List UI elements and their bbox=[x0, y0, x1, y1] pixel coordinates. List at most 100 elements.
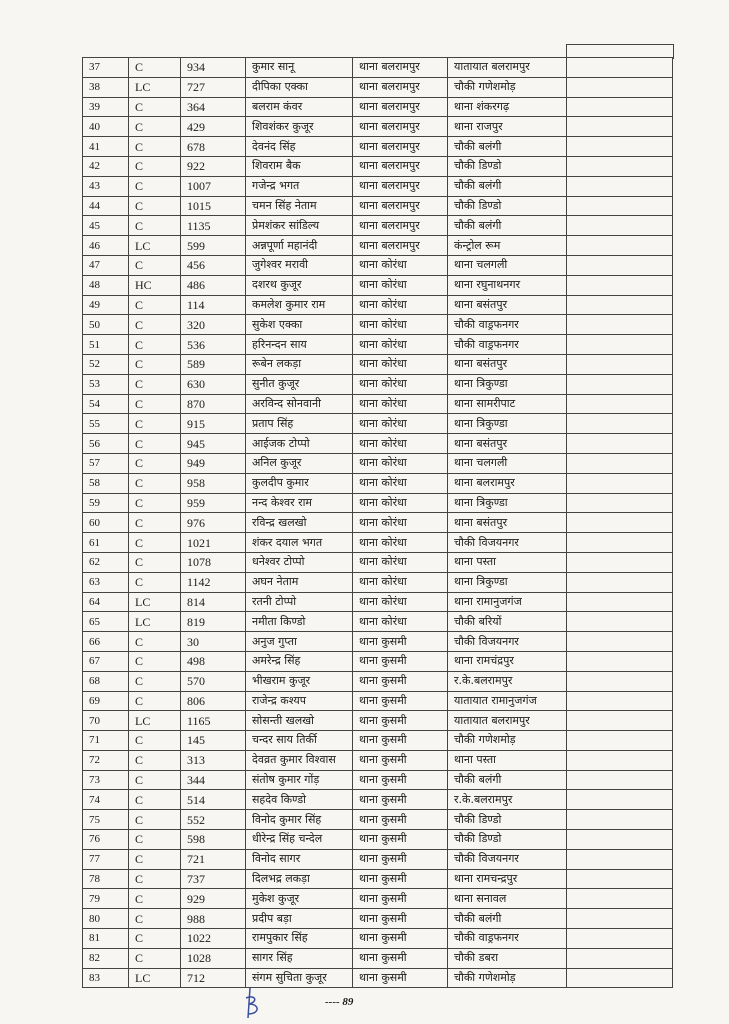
signature-mark bbox=[245, 987, 258, 1019]
new-posting-cell: थाना पस्ता bbox=[447, 551, 567, 573]
rank-cell: C bbox=[128, 868, 181, 890]
remarks-cell bbox=[566, 57, 673, 78]
badge-number-cell: 364 bbox=[180, 96, 246, 118]
remarks-cell bbox=[566, 314, 673, 336]
name-cell: भीखराम कुजूर bbox=[245, 670, 353, 692]
current-posting-cell: थाना कुसमी bbox=[352, 868, 448, 890]
name-cell: गजेन्द्र भगत bbox=[245, 175, 353, 197]
serial-number-cell: 45 bbox=[82, 215, 129, 237]
rank-cell: C bbox=[128, 532, 181, 553]
current-posting-cell: थाना कोरंधा bbox=[352, 334, 448, 355]
new-posting-cell: थाना त्रिकुण्डा bbox=[447, 571, 567, 593]
current-posting-cell: थाना कुसमी bbox=[352, 730, 448, 751]
current-posting-cell: थाना कोरंधा bbox=[352, 532, 448, 553]
new-posting-cell: चौकी बलंगी bbox=[447, 136, 567, 157]
current-posting-cell: थाना कोरंधा bbox=[352, 413, 448, 435]
current-posting-cell: थाना कुसमी bbox=[352, 789, 448, 811]
current-posting-cell: थाना कुसमी bbox=[352, 908, 448, 930]
remarks-cell bbox=[566, 254, 673, 276]
current-posting-cell: थाना कुसमी bbox=[352, 848, 448, 870]
serial-number-cell: 77 bbox=[82, 848, 129, 870]
current-posting-cell: थाना कुसमी bbox=[352, 749, 448, 771]
table-row: 39 C 364 बलराम कंवर थाना बलरामपुर थाना शंकरगढ… bbox=[82, 96, 673, 118]
badge-number-cell: 344 bbox=[180, 769, 246, 791]
current-posting-cell: थाना कोरंधा bbox=[352, 274, 448, 296]
current-posting-cell: थाना कुसमी bbox=[352, 947, 448, 969]
remarks-cell bbox=[566, 215, 673, 237]
serial-number-cell: 67 bbox=[82, 650, 129, 672]
new-posting-cell: चौकी विजयनगर bbox=[447, 848, 567, 870]
remarks-cell bbox=[566, 472, 673, 494]
table-row: 48 HC 486 दशरथ कुजूर थाना कोरंधा थाना रघुनाथन… bbox=[82, 274, 673, 296]
name-cell: धीरेन्द्र सिंह चन्देल bbox=[245, 829, 353, 850]
rank-cell: C bbox=[128, 334, 181, 355]
rank-cell: LC bbox=[128, 611, 181, 633]
current-posting-cell: थाना बलरामपुर bbox=[352, 235, 448, 256]
badge-number-cell: 1165 bbox=[180, 710, 246, 732]
current-posting-cell: थाना बलरामपुर bbox=[352, 175, 448, 197]
remarks-cell bbox=[566, 868, 673, 890]
table-row: 45 C 1135 प्रेमशंकर सांडिल्य थाना बलरामपुर चौ… bbox=[82, 215, 673, 237]
badge-number-cell: 320 bbox=[180, 314, 246, 336]
serial-number-cell: 56 bbox=[82, 433, 129, 454]
serial-number-cell: 74 bbox=[82, 789, 129, 811]
table-row: 59 C 959 नन्द केश्वर राम थाना कोरंधा थाना त्र… bbox=[82, 492, 673, 514]
badge-number-cell: 1135 bbox=[180, 215, 246, 237]
table-row: 64 LC 814 रतनी टोप्पो थाना कोरंधा थाना रामानु… bbox=[82, 591, 673, 613]
remarks-cell bbox=[566, 848, 673, 870]
name-cell: सागर सिंह bbox=[245, 947, 353, 969]
badge-number-cell: 536 bbox=[180, 334, 246, 355]
current-posting-cell: थाना कोरंधा bbox=[352, 393, 448, 415]
remarks-cell bbox=[566, 235, 673, 256]
new-posting-cell: चौकी विजयनगर bbox=[447, 631, 567, 652]
current-posting-cell: थाना कोरंधा bbox=[352, 472, 448, 494]
badge-number-cell: 737 bbox=[180, 868, 246, 890]
current-posting-cell: थाना बलरामपुर bbox=[352, 116, 448, 138]
name-cell: संगम सुचिता कुजूर bbox=[245, 967, 353, 989]
name-cell: रविन्द्र खलखो bbox=[245, 512, 353, 534]
badge-number-cell: 114 bbox=[180, 294, 246, 316]
rank-cell: C bbox=[128, 551, 181, 573]
new-posting-cell: र.के.बलरामपुर bbox=[447, 789, 567, 811]
badge-number-cell: 721 bbox=[180, 848, 246, 870]
new-posting-cell: थाना रामचंद्रपुर bbox=[447, 650, 567, 672]
rank-cell: C bbox=[128, 254, 181, 276]
transfer-list-table: 37 C 934 कुमार सानू थाना बलरामपुर यातायात बलर… bbox=[82, 57, 673, 989]
remarks-cell bbox=[566, 492, 673, 514]
name-cell: रतनी टोप्पो bbox=[245, 591, 353, 613]
serial-number-cell: 82 bbox=[82, 947, 129, 969]
table-row: 46 LC 599 अन्नपूर्णा महानंदी थाना बलरामपुर कं… bbox=[82, 235, 673, 256]
badge-number-cell: 915 bbox=[180, 413, 246, 435]
current-posting-cell: थाना कोरंधा bbox=[352, 314, 448, 336]
name-cell: विनोद कुमार सिंह bbox=[245, 809, 353, 831]
serial-number-cell: 62 bbox=[82, 551, 129, 573]
name-cell: प्रताप सिंह bbox=[245, 413, 353, 435]
new-posting-cell: थाना शंकरगढ़ bbox=[447, 96, 567, 118]
remarks-cell bbox=[566, 175, 673, 197]
rank-cell: C bbox=[128, 512, 181, 534]
table-row: 74 C 514 सहदेव किण्डो थाना कुसमी र.के.बलरामपु… bbox=[82, 789, 673, 811]
serial-number-cell: 65 bbox=[82, 611, 129, 633]
serial-number-cell: 72 bbox=[82, 749, 129, 771]
rank-cell: HC bbox=[128, 274, 181, 296]
new-posting-cell: चौकी विजयनगर bbox=[447, 532, 567, 553]
badge-number-cell: 929 bbox=[180, 888, 246, 910]
serial-number-cell: 52 bbox=[82, 353, 129, 375]
serial-number-cell: 49 bbox=[82, 294, 129, 316]
table-row: 68 C 570 भीखराम कुजूर थाना कुसमी र.के.बलरामपु… bbox=[82, 670, 673, 692]
name-cell: देवव्रत कुमार विश्वास bbox=[245, 749, 353, 771]
serial-number-cell: 39 bbox=[82, 96, 129, 118]
name-cell: मुकेश कुजूर bbox=[245, 888, 353, 910]
serial-number-cell: 42 bbox=[82, 155, 129, 177]
new-posting-cell: थाना रामानुजगंज bbox=[447, 591, 567, 613]
table-row: 49 C 114 कमलेश कुमार राम थाना कोरंधा थाना बसं… bbox=[82, 294, 673, 316]
rank-cell: C bbox=[128, 809, 181, 831]
remarks-cell bbox=[566, 96, 673, 118]
rank-cell: C bbox=[128, 749, 181, 771]
current-posting-cell: थाना कुसमी bbox=[352, 631, 448, 652]
table-row: 60 C 976 रविन्द्र खलखो थाना कोरंधा थाना बसंतप… bbox=[82, 512, 673, 534]
table-row: 54 C 870 अरविन्द सोनवानी थाना कोरंधा थाना साम… bbox=[82, 393, 673, 415]
badge-number-cell: 552 bbox=[180, 809, 246, 831]
new-posting-cell: थाना सनावल bbox=[447, 888, 567, 910]
new-posting-cell: चौकी वाड्रफनगर bbox=[447, 314, 567, 336]
